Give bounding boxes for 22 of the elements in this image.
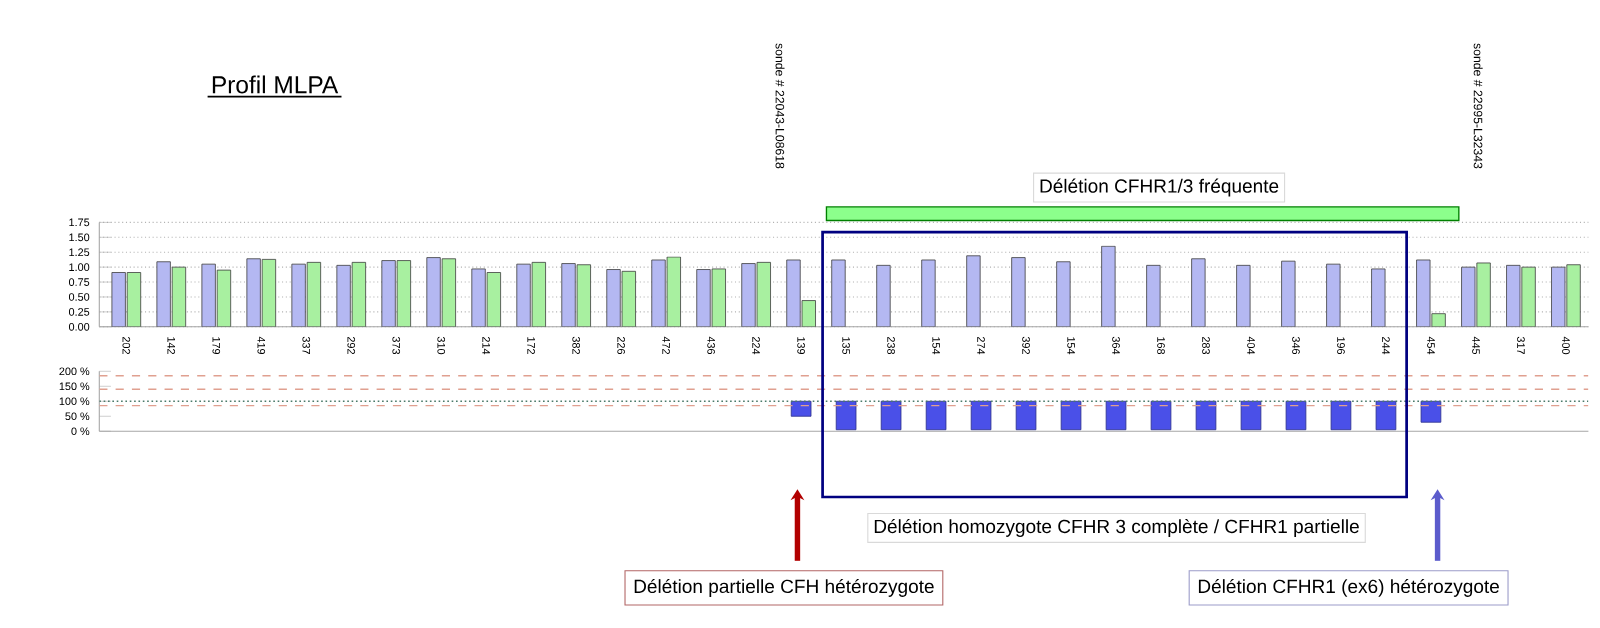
bar	[786, 259, 801, 327]
bar	[831, 259, 846, 327]
bar	[741, 262, 756, 327]
bar	[471, 268, 486, 327]
bar	[876, 264, 891, 327]
text: Délétion CFHR1/3 fréquente	[1040, 178, 1279, 197]
bar	[606, 268, 621, 327]
bar	[1011, 256, 1026, 327]
text: Délétion CFHR1 (ex6) hétérozygote	[1198, 578, 1499, 597]
bar	[516, 263, 531, 327]
text: Délétion partielle CFH hétérozygote	[634, 578, 934, 597]
bar	[426, 256, 441, 327]
bar	[696, 268, 711, 327]
bar	[966, 255, 981, 327]
bar	[651, 259, 666, 327]
bar	[291, 263, 306, 327]
bar	[921, 259, 936, 327]
bar	[336, 264, 351, 327]
chart-title: Profil MLPA	[212, 75, 339, 94]
bar	[381, 259, 396, 327]
text: Délétion homozygote CFHR 3 complète / CFHR1 partielle	[874, 518, 1359, 537]
bar	[561, 262, 576, 327]
